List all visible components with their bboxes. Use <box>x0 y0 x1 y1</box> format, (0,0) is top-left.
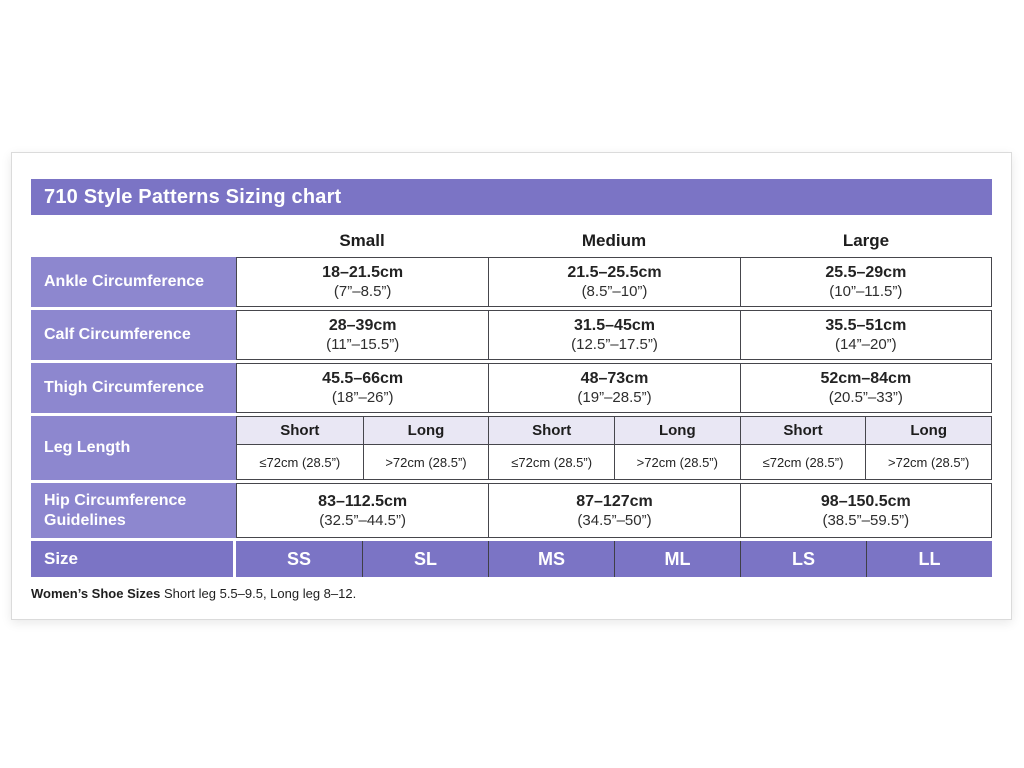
measurement-cell: 35.5–51cm (14”–20”) <box>739 311 991 359</box>
inch-range: (34.5”–50”) <box>577 511 652 529</box>
subheader-short: Short <box>280 422 320 439</box>
leg-length-value: >72cm (28.5”) <box>613 445 740 479</box>
subheader-long: Long <box>613 417 740 444</box>
cm-range: 98–150.5cm <box>820 492 911 510</box>
cm-range: 48–73cm <box>580 370 649 387</box>
leg-length-values-row: ≤72cm (28.5”) >72cm (28.5”) ≤72cm (28.5”… <box>237 445 991 479</box>
table-row-calf-circumference: Calf Circumference 28–39cm (11”–15.5”) 3… <box>31 310 992 360</box>
table-row-ankle-circumference: Ankle Circumference 18–21.5cm (7”–8.5”) … <box>31 257 992 307</box>
cm-range: 52cm–84cm <box>820 370 912 387</box>
inch-range: (8.5”–10”) <box>581 283 648 300</box>
inch-range: (14”–20”) <box>834 336 897 353</box>
cm-range: 83–112.5cm <box>318 492 408 510</box>
size-column-headers: Small Medium Large <box>31 228 992 254</box>
inch-range: (20.5”–33”) <box>828 389 903 406</box>
inch-range: (38.5”–59.5”) <box>822 511 910 529</box>
row-label: Hip Circumference Guidelines <box>31 483 236 538</box>
cm-range: 18–21.5cm <box>322 264 404 281</box>
measurement-cell: 28–39cm (11”–15.5”) <box>237 311 488 359</box>
table-row-thigh-circumference: Thigh Circumference 45.5–66cm (18”–26”) … <box>31 363 992 413</box>
header-spacer <box>31 228 236 254</box>
chart-title-bar: 710 Style Patterns Sizing chart <box>31 179 992 215</box>
subheader-short: Short <box>739 417 866 444</box>
measurement-cell: 87–127cm (34.5”–50”) <box>488 484 739 537</box>
row-label: Leg Length <box>31 416 236 480</box>
leg-length-value: >72cm (28.5”) <box>362 445 489 479</box>
size-row-label: Size <box>31 541 233 577</box>
leg-length-value: ≤72cm (28.5”) <box>739 445 866 479</box>
shoe-sizes-footnote: Women’s Shoe Sizes Short leg 5.5–9.5, Lo… <box>31 586 992 601</box>
chart-title: 710 Style Patterns Sizing chart <box>44 185 342 208</box>
leg-length-group: Short Long Short Long Short Long ≤72cm (… <box>236 416 992 480</box>
leg-length-value: ≤72cm (28.5”) <box>488 445 614 479</box>
sizing-chart-card: 710 Style Patterns Sizing chart Small Me… <box>11 152 1012 620</box>
measurement-cell: 83–112.5cm (32.5”–44.5”) <box>237 484 488 537</box>
column-header-small: Small <box>339 231 385 250</box>
row-label: Ankle Circumference <box>31 257 236 307</box>
size-code-ll: LL <box>866 541 992 577</box>
inch-range: (32.5”–44.5”) <box>319 511 407 529</box>
inch-range: (18”–26”) <box>331 389 394 406</box>
cm-range: 25.5–29cm <box>825 264 907 281</box>
leg-length-value: ≤72cm (28.5”) <box>259 454 341 470</box>
table-row-leg-length: Leg Length Short Long Short Long Short L… <box>31 416 992 480</box>
subheader-long: Long <box>865 417 991 444</box>
cm-range: 87–127cm <box>576 492 653 510</box>
cm-range: 45.5–66cm <box>322 370 404 387</box>
cm-range: 21.5–25.5cm <box>567 264 662 281</box>
row-data-group: 28–39cm (11”–15.5”) 31.5–45cm (12.5”–17.… <box>236 310 992 360</box>
table-row-size: Size SS SL MS ML LS LL <box>31 541 992 577</box>
measurement-cell: 45.5–66cm (18”–26”) <box>237 364 488 412</box>
measurement-cell: 48–73cm (19”–28.5”) <box>488 364 739 412</box>
table-row-hip-circumference: Hip Circumference Guidelines 83–112.5cm … <box>31 483 992 538</box>
inch-range: (7”–8.5”) <box>333 283 392 300</box>
leg-length-subheader-row: Short Long Short Long Short Long <box>237 417 991 445</box>
cm-range: 28–39cm <box>328 317 397 334</box>
row-label: Thigh Circumference <box>31 363 236 413</box>
footnote-heading: Women’s Shoe Sizes <box>31 586 161 601</box>
measurement-cell: 21.5–25.5cm (8.5”–10”) <box>488 258 739 306</box>
subheader-short: Short <box>488 417 614 444</box>
measurement-cell: 31.5–45cm (12.5”–17.5”) <box>488 311 739 359</box>
subheader-long: Long <box>362 417 489 444</box>
column-header-medium: Medium <box>581 231 647 250</box>
inch-range: (10”–11.5”) <box>829 283 903 300</box>
size-code-ms: MS <box>488 541 614 577</box>
measurement-cell: 18–21.5cm (7”–8.5”) <box>237 258 488 306</box>
row-data-group: 18–21.5cm (7”–8.5”) 21.5–25.5cm (8.5”–10… <box>236 257 992 307</box>
leg-length-value: >72cm (28.5”) <box>865 445 991 479</box>
row-label: Calf Circumference <box>31 310 236 360</box>
size-code-sl: SL <box>362 541 488 577</box>
size-code-ss: SS <box>286 548 311 569</box>
cm-range: 35.5–51cm <box>825 317 907 334</box>
row-data-group: 45.5–66cm (18”–26”) 48–73cm (19”–28.5”) … <box>236 363 992 413</box>
measurement-cell: 98–150.5cm (38.5”–59.5”) <box>739 484 991 537</box>
inch-range: (12.5”–17.5”) <box>571 336 658 353</box>
column-header-large: Large <box>842 231 890 250</box>
row-data-group: 83–112.5cm (32.5”–44.5”) 87–127cm (34.5”… <box>236 483 992 538</box>
inch-range: (19”–28.5”) <box>577 389 652 406</box>
inch-range: (11”–15.5”) <box>326 336 400 353</box>
measurement-cell: 25.5–29cm (10”–11.5”) <box>739 258 991 306</box>
measurement-cell: 52cm–84cm (20.5”–33”) <box>739 364 991 412</box>
size-code-ls: LS <box>740 541 866 577</box>
cm-range: 31.5–45cm <box>574 317 655 334</box>
footnote-text: Short leg 5.5–9.5, Long leg 8–12. <box>160 586 357 601</box>
size-code-ml: ML <box>614 541 740 577</box>
size-codes-group: SS SL MS ML LS LL <box>236 541 992 577</box>
